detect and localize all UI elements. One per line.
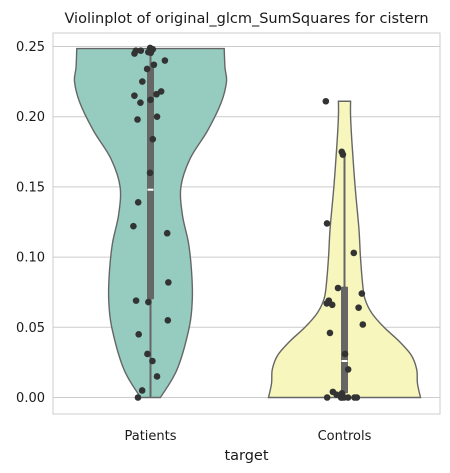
median-marker	[147, 188, 154, 191]
y-tick-label: 0.20	[16, 110, 45, 125]
data-point	[323, 220, 331, 227]
data-point	[137, 99, 144, 106]
data-point	[337, 394, 345, 401]
data-point	[358, 290, 366, 297]
y-tick-label: 0.00	[16, 391, 45, 406]
axes-frame	[52, 32, 441, 415]
data-point	[350, 249, 358, 257]
y-tick-label: 0.25	[16, 40, 45, 55]
x-tick-labels: Patients Controls	[124, 429, 371, 444]
data-point	[138, 387, 146, 394]
data-point	[339, 151, 347, 158]
iqr-box	[147, 67, 154, 300]
data-point	[165, 279, 172, 286]
data-point	[134, 394, 142, 401]
data-point	[344, 394, 352, 401]
data-point	[149, 357, 156, 365]
data-point	[323, 394, 331, 401]
data-point	[351, 394, 358, 401]
data-point	[134, 116, 141, 123]
data-point	[326, 329, 334, 337]
data-point	[135, 331, 142, 338]
data-point	[359, 321, 367, 328]
data-point	[131, 92, 138, 99]
data-points	[130, 44, 367, 401]
data-point	[132, 297, 140, 304]
data-point	[355, 304, 362, 311]
y-tick-labels: 0.00 0.05 0.10 0.15 0.20 0.25	[16, 40, 45, 406]
data-point	[130, 222, 137, 230]
data-point	[161, 57, 169, 64]
data-point	[344, 366, 352, 373]
data-point	[139, 78, 146, 85]
data-point	[341, 350, 349, 358]
data-point	[137, 47, 145, 55]
data-point	[134, 199, 142, 206]
data-point	[145, 298, 152, 306]
median-marker	[341, 359, 348, 362]
data-point	[163, 229, 171, 237]
data-point	[322, 97, 330, 105]
data-point	[323, 300, 331, 307]
data-point	[153, 373, 161, 380]
data-point	[334, 284, 342, 292]
data-point	[153, 90, 160, 98]
x-axis-label: target	[224, 448, 268, 464]
data-point	[131, 50, 138, 57]
data-point	[143, 65, 151, 73]
data-point	[144, 350, 151, 358]
y-tick-label: 0.05	[16, 321, 45, 336]
y-tick-label: 0.10	[16, 251, 45, 266]
iqr-box	[341, 286, 348, 394]
data-point	[164, 316, 172, 324]
data-point	[328, 301, 336, 309]
data-point	[150, 61, 158, 69]
x-tick-label: Patients	[124, 429, 176, 444]
data-point	[147, 49, 155, 57]
data-point	[149, 135, 157, 143]
data-point	[146, 169, 154, 177]
violins	[73, 47, 422, 399]
y-tick-label: 0.15	[16, 180, 45, 195]
data-point	[153, 113, 161, 120]
x-tick-label: Controls	[318, 429, 372, 444]
chart-title: Violinplot of original_glcm_SumSquares f…	[64, 11, 428, 27]
data-point	[147, 96, 154, 104]
